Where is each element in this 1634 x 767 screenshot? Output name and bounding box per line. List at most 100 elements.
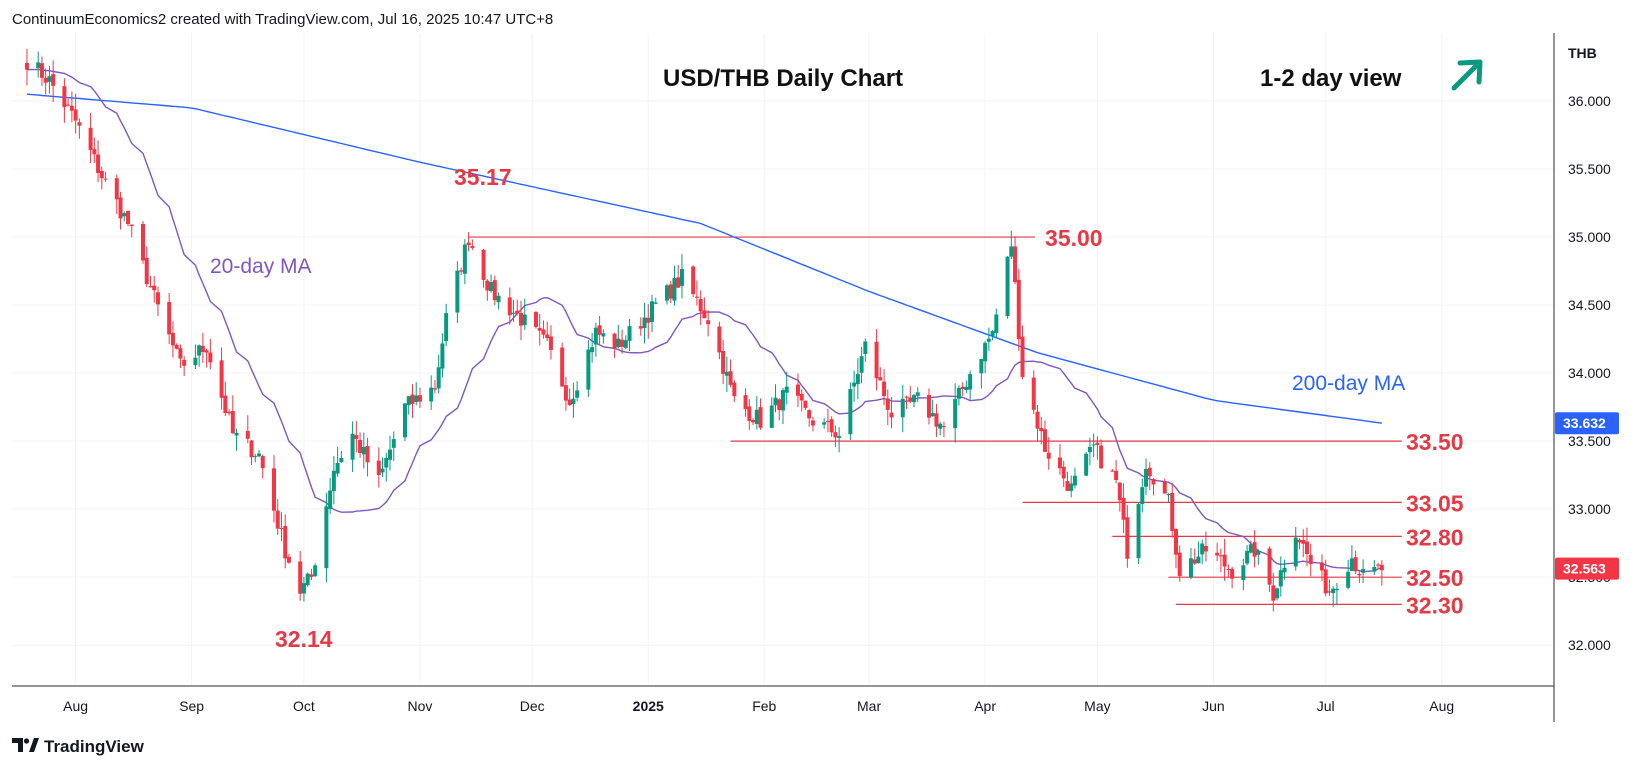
candle-body [1245,550,1250,564]
candle-body [825,421,830,423]
candle-body [676,277,681,288]
candle-body [1379,564,1384,571]
candle-body [900,398,905,418]
chart-grid [12,33,1554,686]
candle-body [908,397,913,402]
time-tick-label: Jun [1202,698,1225,714]
candle-body [1117,482,1122,501]
candle-body [324,506,329,569]
candlesticks [24,48,1384,612]
candle-body [69,105,74,111]
candle-body [519,312,524,326]
candle-body [1065,481,1070,491]
candle-body [1248,544,1253,553]
candle-body [672,278,677,301]
candle-body [1087,446,1092,453]
candle-body [1327,591,1332,593]
candle-body [567,399,572,406]
candle-body [39,63,44,78]
candle-body [230,410,235,434]
candle-body [533,311,538,327]
candle-body [1039,427,1044,432]
time-tick-label: Apr [974,698,996,714]
candle-body [1200,543,1205,555]
candle-body [489,282,494,291]
candle-body [47,76,52,82]
candle-body [829,419,834,433]
candle-body [1110,470,1115,472]
tradingview-logo: TradingView [12,737,145,756]
candle-body [612,333,617,349]
time-axis-ticks: Aug Sep Oct Nov Dec 2025 Feb Mar Apr May Jun Jul Aug [63,698,1454,714]
candle-body [1334,588,1339,591]
candle-body [485,280,490,291]
candle-body [350,433,355,460]
candle-body [275,510,280,529]
candle-body [223,395,228,413]
candle-body [148,286,153,288]
candle-body [245,430,250,439]
level-label: 32.80 [1406,524,1464,550]
candle-body [62,86,67,108]
candle-body [1323,569,1328,594]
level-label: 33.50 [1406,429,1464,455]
candle-body [1162,481,1167,494]
candle-body [990,331,995,337]
candle-body [1061,466,1066,479]
candle-body [384,458,389,468]
candle-body [1170,492,1175,531]
candle-body [616,338,621,348]
candle-body [1009,246,1014,257]
candle-body [1349,558,1354,571]
candle-body [43,77,48,83]
candle-body [837,436,842,438]
candle-body [646,317,651,323]
candle-body [960,386,965,389]
candle-body [1222,554,1227,567]
price-tick-label: 36.000 [1568,93,1611,109]
candle-body [1297,539,1302,543]
candle-body [863,341,868,355]
candle-body [182,359,187,366]
candle-body [391,439,396,448]
candle-body [466,242,471,246]
candle-body [522,314,527,326]
candle-body [930,413,935,417]
candle-body [73,109,78,121]
candle-body [781,390,785,411]
candle-body [717,326,722,353]
candle-body [129,224,134,227]
candle-body [721,350,726,374]
candle-body [668,284,673,299]
candle-body [882,381,887,396]
candle-body [953,399,958,429]
candle-body [545,334,550,339]
ma20-line [26,68,1382,573]
candle-body [99,170,104,179]
candle-body [96,154,101,173]
candle-body [885,398,890,410]
candle-body [702,310,707,319]
time-tick-label: Aug [1429,698,1454,714]
candle-body [174,344,179,349]
candle-body [878,377,883,381]
candle-body [114,178,119,200]
candle-body [964,386,969,391]
candle-body [799,393,804,401]
candle-body [691,266,696,295]
candle-body [496,295,501,303]
candle-body [92,149,97,155]
candle-body [541,329,546,335]
time-tick-label: Feb [752,698,776,714]
candle-body [1308,554,1313,564]
candle-body [1192,559,1197,564]
candle-body [51,74,56,86]
candle-body [1267,548,1272,585]
last-price-text: 32.563 [1563,561,1606,577]
time-tick-label: Nov [408,698,433,714]
candle-body [200,345,205,353]
tradingview-logo-icon [12,738,39,752]
candle-body [1226,568,1231,570]
level-label: 32.50 [1406,565,1464,591]
